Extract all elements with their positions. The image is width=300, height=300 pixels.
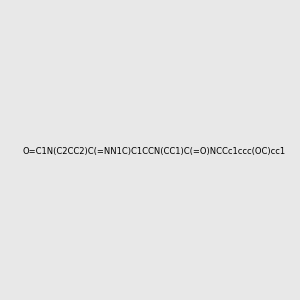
Text: O=C1N(C2CC2)C(=NN1C)C1CCN(CC1)C(=O)NCCc1ccc(OC)cc1: O=C1N(C2CC2)C(=NN1C)C1CCN(CC1)C(=O)NCCc1… xyxy=(22,147,285,156)
